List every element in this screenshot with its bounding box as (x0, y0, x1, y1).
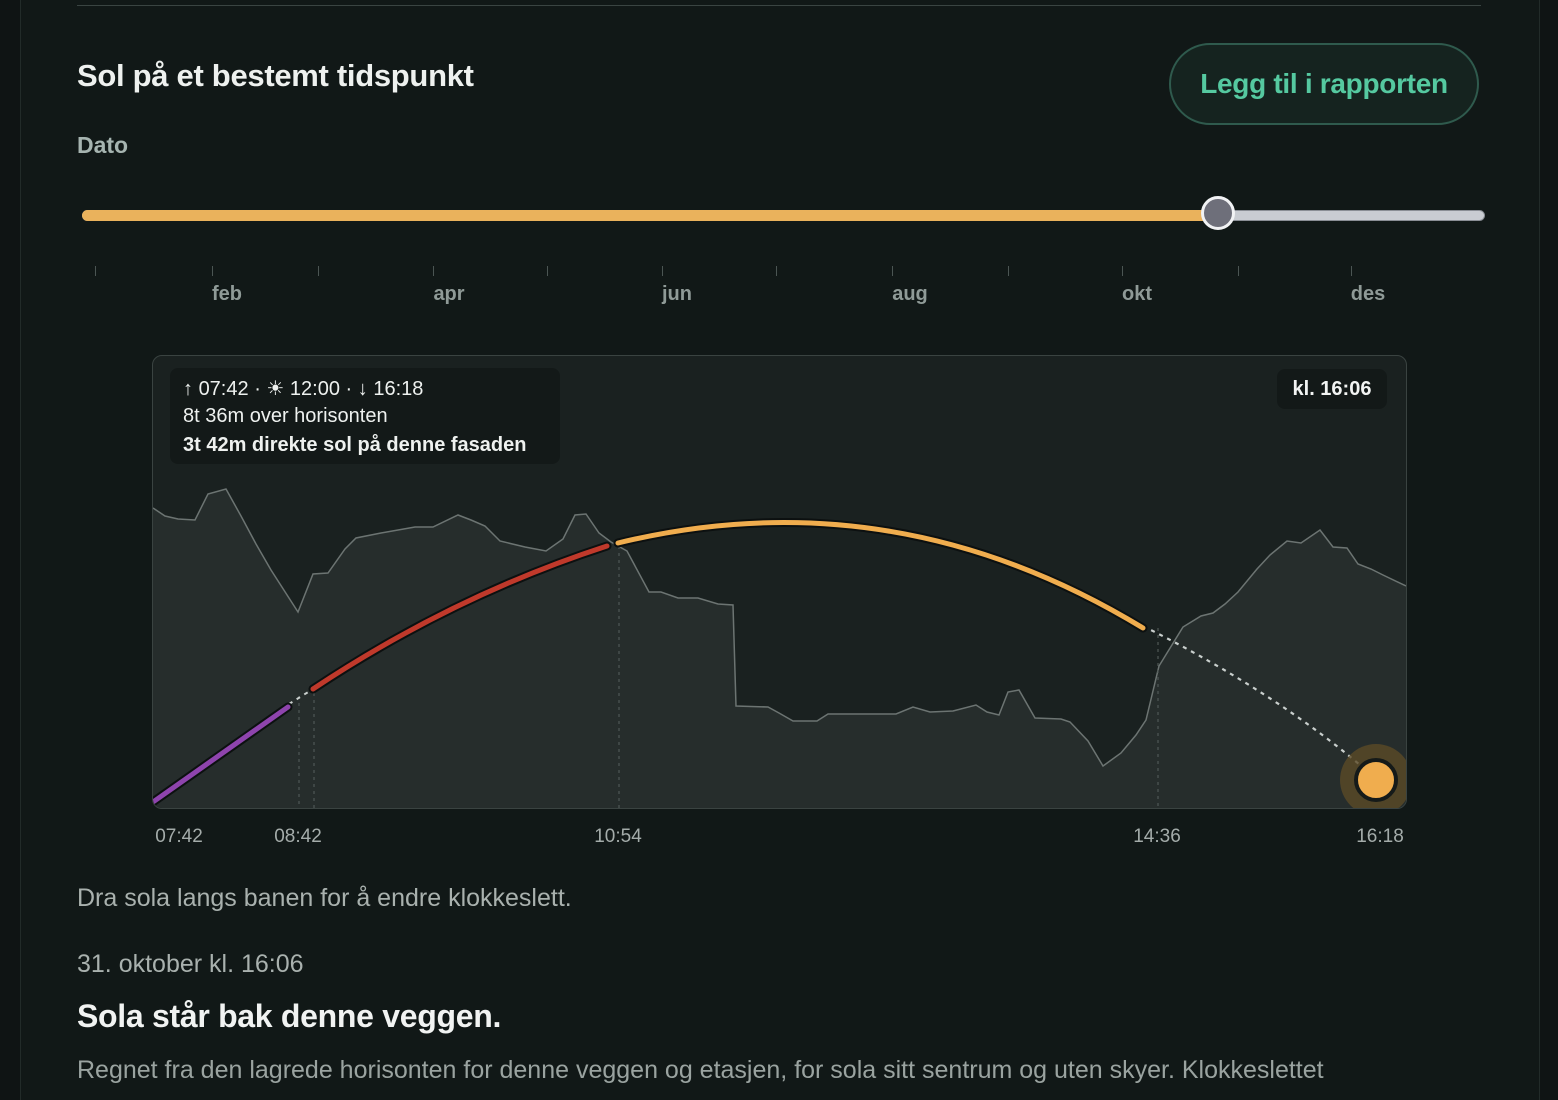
month-tick (776, 266, 777, 276)
month-label-des: des (1350, 283, 1386, 305)
direct-sun-text: 3t 42m direkte sol på denne fasaden (183, 434, 527, 456)
month-tick (95, 266, 96, 276)
date-label: Dato (77, 132, 129, 158)
month-tick (892, 266, 893, 276)
result-headline: Sola står bak denne veggen. (77, 998, 502, 1034)
sun-path-yellow (615, 520, 1146, 631)
add-to-report-button[interactable]: Legg til i rapporten (1169, 43, 1479, 125)
sun-path-purple (153, 704, 291, 805)
date-slider-thumb[interactable] (1201, 196, 1236, 230)
month-label-okt: okt (1122, 283, 1152, 305)
month-label-aug: aug (892, 283, 928, 305)
month-tick (547, 266, 548, 276)
axis-label-0842: 08:42 (274, 826, 322, 847)
axis-label-sunset: 16:18 (1356, 826, 1404, 847)
selected-datetime: 31. oktober kl. 16:06 (77, 950, 304, 978)
sun-handle-icon[interactable] (1354, 758, 1398, 802)
sun-path-svg (153, 488, 1406, 808)
month-label-feb: feb (212, 283, 242, 305)
sun-times-line: ↑ 07:42 · ☀ 12:00 · ↓ 16:18 (183, 376, 423, 401)
sunset-time: 16:18 (373, 378, 424, 400)
sun-path-red (310, 543, 610, 692)
month-tick (662, 266, 663, 276)
over-horizon-text: 8t 36m over horisonten (183, 405, 388, 427)
arrow-down-icon: ↓ (357, 378, 368, 400)
separator: · (345, 378, 353, 400)
divider (77, 5, 1481, 6)
month-label-jun: jun (662, 283, 692, 305)
horizon-profile-line (153, 488, 1406, 768)
sun-summary-box: ↑ 07:42 · ☀ 12:00 · ↓ 16:18 8t 36m over … (170, 368, 560, 464)
arrow-up-icon: ↑ (183, 378, 193, 400)
drag-hint: Dra sola langs banen for å endre klokkes… (77, 884, 572, 912)
horizon-profile-fill (153, 489, 1406, 808)
month-tick (1122, 266, 1123, 276)
current-time-badge: kl. 16:06 (1277, 369, 1387, 409)
axis-label-sunrise: 07:42 (155, 826, 203, 847)
noon-time: 12:00 (289, 378, 340, 400)
axis-label-1436: 14:36 (1133, 826, 1181, 847)
month-tick (1008, 266, 1009, 276)
sun-path-chart (152, 355, 1407, 809)
month-tick (1351, 266, 1352, 276)
explanation-text: Regnet fra den lagrede horisonten for de… (77, 1056, 1324, 1084)
section-title: Sol på et bestemt tidspunkt (77, 58, 474, 93)
month-tick (433, 266, 434, 276)
month-label-apr: apr (433, 283, 465, 305)
date-slider-fill (82, 210, 1219, 221)
month-tick (318, 266, 319, 276)
month-tick (212, 266, 213, 276)
separator: · (254, 378, 261, 400)
sun-icon: ☀ (266, 378, 285, 400)
month-tick (1238, 266, 1239, 276)
sunrise-time: 07:42 (198, 378, 249, 400)
axis-label-1054: 10:54 (594, 826, 642, 847)
